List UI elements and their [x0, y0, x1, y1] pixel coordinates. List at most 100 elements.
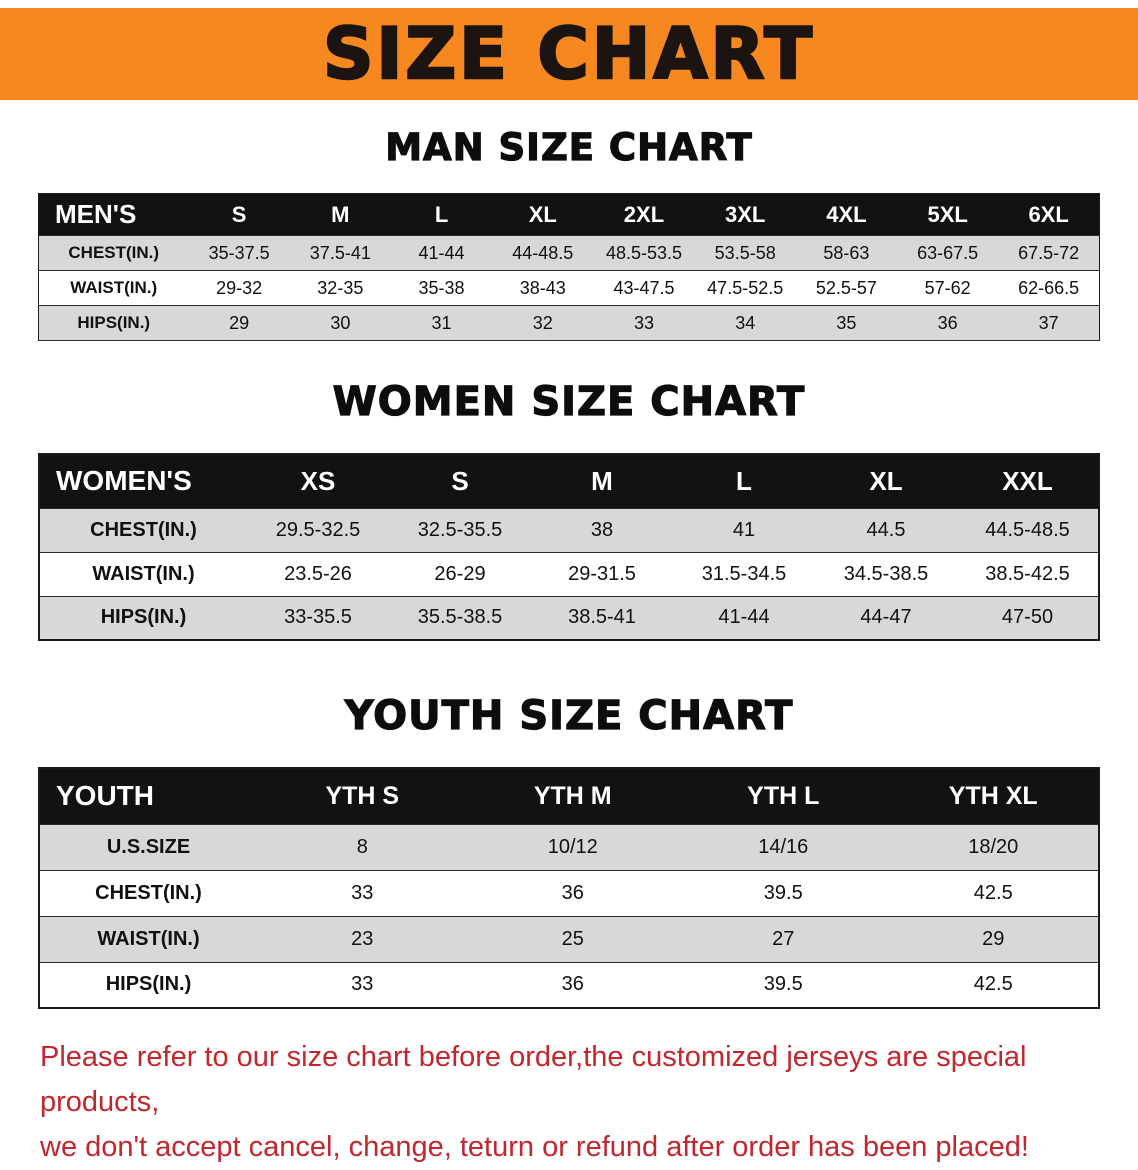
- size-value-cell: 14/16: [758, 835, 809, 858]
- size-value-cell: 37.5-41: [309, 242, 371, 263]
- size-value-cell: 32.5-35.5: [417, 518, 503, 541]
- table-header-row: YOUTH YTH S YTH M YTH L YTH XL: [39, 768, 1099, 824]
- size-value-cell: 29-32: [216, 277, 263, 298]
- size-value-cell: 48.5-53.5: [605, 242, 683, 263]
- size-value-cell: 35.5-38.5: [417, 606, 503, 629]
- size-value-cell: 57-62: [924, 277, 971, 298]
- footer-note-line-1: Please refer to our size chart before or…: [40, 1041, 1027, 1118]
- size-value-cell: 35-38: [418, 277, 465, 298]
- size-column-header: 6XL: [1028, 201, 1069, 227]
- table-row: WAIST(IN.) 23 25 27 29: [39, 916, 1099, 962]
- table-row: WAIST(IN.) 23.5-26 26-29 29-31.5 31.5-34.5 34…: [39, 552, 1099, 596]
- banner: SIZE CHART: [0, 8, 1138, 100]
- size-value-cell: 44-47: [860, 606, 912, 629]
- size-value-cell: 38.5-42.5: [985, 562, 1070, 585]
- size-value-cell: 44-48.5: [512, 242, 574, 263]
- size-value-cell: 42.5: [973, 881, 1013, 904]
- size-value-cell: 67.5-72: [1018, 242, 1080, 263]
- size-column-header: 3XL: [725, 201, 766, 227]
- row-label: CHEST(IN.): [90, 518, 197, 541]
- size-value-cell: 23: [351, 927, 374, 950]
- table-row: HIPS(IN.) 33-35.5 35.5-38.5 38.5-41 41-44 44-…: [39, 596, 1099, 640]
- table-row: WAIST(IN.) 29-32 32-35 35-38 38-43 43-47.5 47.…: [38, 270, 1100, 306]
- size-value-cell: 33: [633, 312, 654, 333]
- women-size-table: WOMEN'S XS S M L XL XXL CHEST(IN.) 29.5-32.5 32.5…: [38, 453, 1100, 641]
- table-row: CHEST(IN.) 33 36 39.5 42.5: [39, 870, 1099, 916]
- table-row: CHEST(IN.) 29.5-32.5 32.5-35.5 38 41 44.5 44.5…: [39, 508, 1099, 552]
- size-value-cell: 62-66.5: [1018, 277, 1080, 298]
- size-value-cell: 38.5-41: [568, 606, 636, 629]
- size-column-header: YTH S: [325, 781, 400, 810]
- size-value-cell: 41-44: [718, 606, 770, 629]
- row-label: HIPS(IN.): [77, 313, 151, 332]
- size-value-cell: 42.5: [973, 973, 1013, 996]
- size-value-cell: 31.5-34.5: [701, 562, 787, 585]
- size-value-cell: 29: [982, 927, 1005, 950]
- size-value-cell: 52.5-57: [815, 277, 877, 298]
- page-title: SIZE CHART: [322, 13, 816, 95]
- section-women: WOMEN SIZE CHART WOMEN'S XS S M L XL XXL CHEST(…: [0, 378, 1138, 641]
- size-value-cell: 39.5: [763, 881, 803, 904]
- size-value-cell: 58-63: [823, 242, 870, 263]
- section-men: MAN SIZE CHART MEN'S S M L XL 2XL 3XL 4XL 5XL 6XL…: [0, 125, 1138, 341]
- size-value-cell: 23.5-26: [284, 562, 352, 585]
- table-row: HIPS(IN.) 29 30 31 32 33 34 35 36 37: [38, 305, 1100, 341]
- size-value-cell: 38: [590, 518, 614, 541]
- table-title-cell: MEN'S: [55, 199, 137, 229]
- table-title-cell: YOUTH: [56, 780, 154, 812]
- size-column-header: L: [736, 465, 752, 496]
- size-value-cell: 41-44: [418, 242, 465, 263]
- size-value-cell: 27: [772, 927, 795, 950]
- row-label: WAIST(IN.): [70, 278, 158, 297]
- size-column-header: 2XL: [623, 201, 665, 227]
- size-value-cell: 33-35.5: [284, 606, 352, 629]
- size-value-cell: 31: [431, 312, 452, 333]
- row-label: HIPS(IN.): [105, 973, 192, 996]
- men-section-heading: MAN SIZE CHART: [385, 125, 753, 169]
- size-value-cell: 37: [1038, 312, 1059, 333]
- size-value-cell: 8: [356, 835, 368, 858]
- men-size-table: MEN'S S M L XL 2XL 3XL 4XL 5XL 6XL CHEST(IN.) 35-37…: [38, 193, 1100, 341]
- row-label: CHEST(IN.): [68, 243, 160, 262]
- size-value-cell: 25: [561, 927, 584, 950]
- table-header-row: MEN'S S M L XL 2XL 3XL 4XL 5XL 6XL: [38, 193, 1100, 236]
- size-value-cell: 30: [330, 312, 351, 333]
- table-row: CHEST(IN.) 35-37.5 37.5-41 41-44 44-48.5 48.5…: [38, 235, 1100, 271]
- size-value-cell: 63-67.5: [917, 242, 979, 263]
- size-value-cell: 39.5: [763, 973, 803, 996]
- size-column-header: YTH M: [533, 781, 612, 810]
- size-value-cell: 38-43: [519, 277, 566, 298]
- size-column-header: S: [451, 465, 469, 496]
- size-value-cell: 44.5-48.5: [985, 518, 1070, 541]
- size-column-header: M: [331, 201, 350, 227]
- women-section-heading: WOMEN SIZE CHART: [332, 378, 806, 425]
- row-label: HIPS(IN.): [100, 606, 187, 629]
- size-value-cell: 41: [732, 518, 756, 541]
- size-column-header: 5XL: [927, 201, 968, 227]
- table-title-cell: WOMEN'S: [56, 465, 192, 497]
- row-label: CHEST(IN.): [95, 881, 202, 904]
- youth-section-heading: YOUTH SIZE CHART: [344, 692, 794, 739]
- row-label: U.S.SIZE: [106, 835, 191, 858]
- size-column-header: 4XL: [826, 201, 867, 227]
- size-value-cell: 47.5-52.5: [707, 277, 784, 298]
- size-value-cell: 29: [229, 312, 250, 333]
- size-value-cell: 36: [561, 881, 584, 904]
- size-value-cell: 36: [561, 973, 584, 996]
- size-column-header: XL: [528, 201, 557, 227]
- size-column-header: S: [231, 201, 247, 227]
- size-value-cell: 34.5-38.5: [843, 562, 929, 585]
- size-value-cell: 33: [351, 973, 374, 996]
- size-value-cell: 47-50: [1001, 606, 1054, 629]
- size-value-cell: 35: [836, 312, 857, 333]
- section-youth: YOUTH SIZE CHART YOUTH YTH S YTH M YTH L YTH…: [0, 692, 1138, 1009]
- row-label: WAIST(IN.): [97, 927, 200, 950]
- footer-note: Please refer to our size chart before or…: [40, 1035, 1104, 1170]
- size-column-header: XXL: [1002, 465, 1053, 496]
- size-value-cell: 10/12: [547, 835, 598, 858]
- size-value-cell: 35-37.5: [208, 242, 270, 263]
- size-value-cell: 33: [351, 881, 374, 904]
- youth-size-table: YOUTH YTH S YTH M YTH L YTH XL U.S.SIZE 8 10/12…: [38, 767, 1100, 1009]
- size-column-header: M: [591, 465, 613, 496]
- size-column-header: XL: [869, 465, 903, 496]
